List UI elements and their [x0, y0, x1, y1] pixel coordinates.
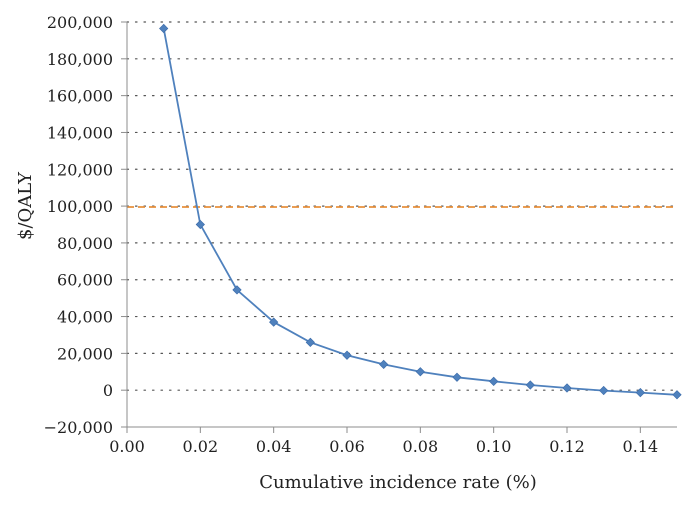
data-point	[305, 337, 315, 347]
y-tick-label: −20,000	[44, 418, 113, 437]
x-axis-title: Cumulative incidence rate (%)	[259, 472, 537, 493]
x-tick-label: 0.02	[183, 437, 219, 456]
y-tick-label: 120,000	[47, 160, 113, 179]
x-tick-label: 0.00	[109, 437, 145, 456]
data-point	[562, 383, 572, 393]
y-axis-title: $/QALY	[15, 171, 36, 240]
y-tick-label: 180,000	[47, 50, 113, 69]
data-point	[672, 390, 682, 400]
y-tick-label: 60,000	[57, 271, 113, 290]
y-tick-label: 140,000	[47, 123, 113, 142]
y-tick-label: 100,000	[47, 197, 113, 216]
y-tick-label: 80,000	[57, 234, 113, 253]
data-point	[195, 219, 205, 230]
data-point	[159, 23, 169, 34]
data-point	[599, 385, 609, 396]
x-tick-label: 0.14	[623, 437, 659, 456]
y-tick-label: 200,000	[47, 13, 113, 32]
x-tick-label: 0.06	[329, 437, 365, 456]
y-tick-labels: −20,000 0 20,000 40,000 60,000 80,000 100,000 1…	[44, 13, 113, 437]
x-tick-label: 0.04	[256, 437, 292, 456]
x-tick-label: 0.10	[476, 437, 512, 456]
data-point	[489, 376, 499, 386]
x-tick-labels: 0.00 0.02 0.04 0.06 0.08 0.10 0.12 0.14	[109, 437, 658, 456]
y-tick-label: 20,000	[57, 344, 113, 363]
data-point	[342, 350, 352, 360]
y-tick-label: 160,000	[47, 87, 113, 106]
y-tick-label: 0	[103, 381, 113, 400]
data-point	[635, 387, 645, 398]
axes	[121, 21, 677, 433]
data-point	[379, 359, 389, 370]
y-tick-label: 40,000	[57, 308, 113, 327]
grid-lines	[126, 21, 678, 391]
series-line	[162, 28, 678, 396]
series-layer	[159, 23, 682, 400]
data-point	[269, 317, 279, 327]
x-tick-label: 0.12	[549, 437, 585, 456]
data-point	[525, 380, 535, 390]
data-point	[452, 372, 462, 382]
data-point	[415, 367, 425, 377]
x-tick-label: 0.08	[403, 437, 439, 456]
data-point	[232, 285, 242, 295]
